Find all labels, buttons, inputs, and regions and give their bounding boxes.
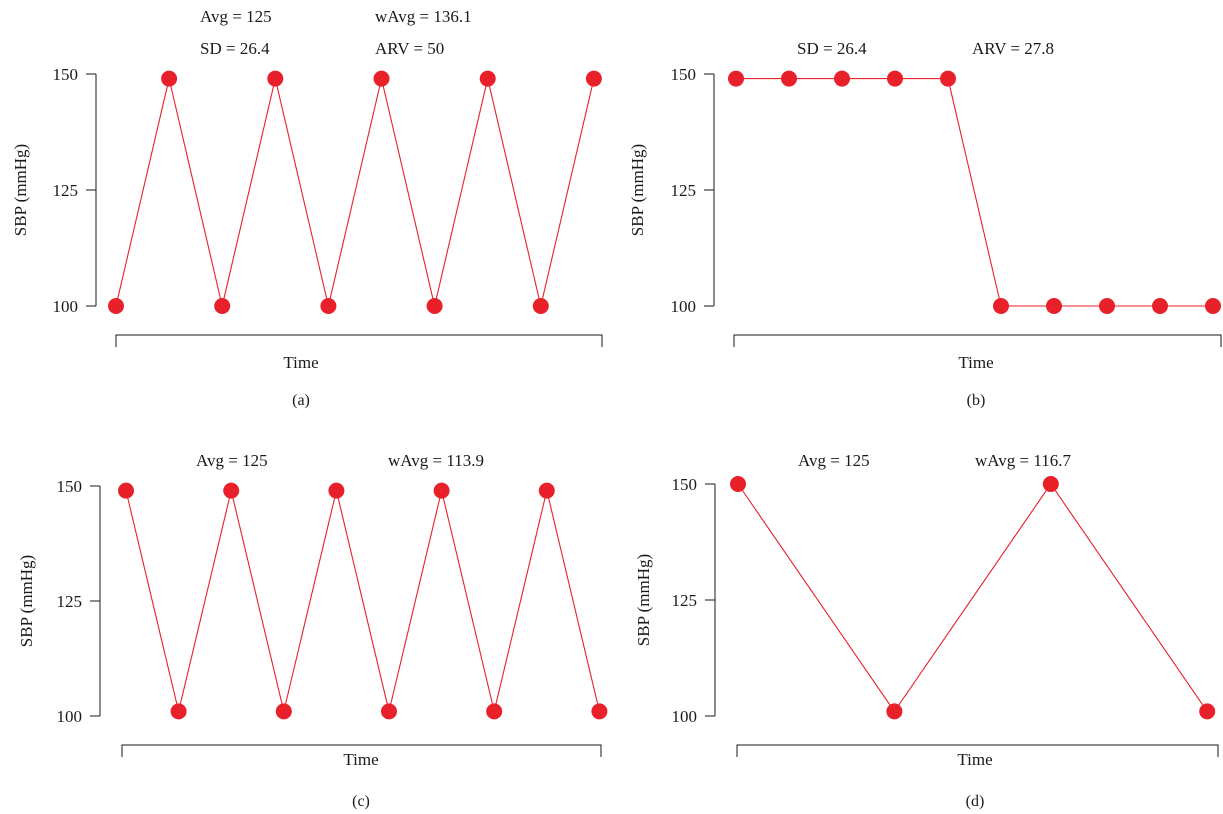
panel-d-y-tick-label: 125 — [672, 591, 698, 610]
panel-d-data-point — [1042, 476, 1059, 492]
panel-c-data-point — [538, 482, 555, 499]
panel-a-label: (a) — [292, 392, 310, 409]
panel-b-data-point — [1152, 298, 1168, 314]
panel-a-annotation: Avg = 125 — [200, 7, 272, 26]
panel-c-data-point — [223, 482, 240, 499]
panel-d-label: (d) — [966, 793, 985, 810]
panel-a-annotation: SD = 26.4 — [200, 39, 270, 58]
panel-a-data-point — [214, 298, 231, 314]
panel-c-y-tick-label: 150 — [57, 477, 83, 496]
panel-a-x-axis — [115, 334, 603, 347]
panel-b-data-point — [1099, 298, 1115, 314]
panel-a-data-point — [532, 298, 549, 314]
panel-b: 100 125 150 SBP (mmHg) Time SD = 26.4 ARV = 27… — [628, 39, 1222, 409]
panel-a-y-tick-label: 125 — [53, 181, 79, 200]
panel-a-data-point — [426, 298, 443, 314]
panel-c-label: (c) — [352, 793, 370, 810]
panel-c-data-point — [591, 703, 608, 720]
panel-a-data-point — [373, 70, 390, 87]
panel-d-x-axis — [736, 744, 1219, 757]
panel-b-data-point — [1205, 298, 1221, 314]
panel-d-data-point — [730, 476, 746, 492]
panel-b-series-line — [736, 78, 1213, 307]
panel-b-y-tick-label: 100 — [671, 297, 697, 316]
panel-c-data-point — [328, 482, 345, 499]
panel-d-x-label: Time — [957, 750, 992, 769]
panel-c-annotation: Avg = 125 — [196, 451, 268, 470]
panel-d-data-point — [1199, 703, 1216, 720]
panel-c-y-label: SBP (mmHg) — [17, 555, 36, 647]
panel-c-data-point — [118, 482, 134, 499]
panel-b-data-point — [1046, 298, 1062, 314]
panel-a-y-tick-label: 100 — [53, 297, 79, 316]
panel-d-y-tick-label: 150 — [672, 475, 698, 494]
panel-c-data-point — [433, 482, 450, 499]
panel-c-series-line — [125, 490, 600, 712]
panel-d-y-tick-label: 100 — [672, 707, 698, 726]
panel-a-series-line — [115, 78, 595, 307]
panel-b-data-point — [834, 70, 850, 87]
panel-b-data-point — [728, 70, 744, 87]
panel-b-data-point — [781, 70, 797, 87]
panel-c-data-point — [170, 703, 187, 720]
panel-a-data-point — [161, 70, 178, 87]
panel-d-series-line — [737, 483, 1208, 713]
panel-c-y-tick-label: 100 — [57, 707, 83, 726]
panel-c-data-point — [381, 703, 397, 720]
panel-d-y-label: SBP (mmHg) — [634, 554, 653, 646]
panel-a-annotation: wAvg = 136.1 — [375, 7, 472, 26]
panel-a: 100 125 150 SBP (mmHg) Time Avg = 125 SD = 26.… — [11, 7, 603, 409]
panel-a-data-point — [267, 70, 284, 87]
panel-a-y-tick-label: 150 — [53, 65, 79, 84]
panel-a-data-point — [585, 70, 602, 87]
panel-b-x-label: Time — [958, 353, 993, 372]
panel-c-x-axis — [121, 744, 602, 757]
panel-a-data-point — [320, 298, 337, 314]
panel-b-annotation: SD = 26.4 — [797, 39, 867, 58]
panel-c-annotation: wAvg = 113.9 — [388, 451, 484, 470]
panel-b-y-tick-label: 125 — [671, 181, 697, 200]
panel-a-annotation: ARV = 50 — [375, 39, 444, 58]
panel-a-data-point — [108, 298, 124, 314]
panel-a-y-label: SBP (mmHg) — [11, 144, 30, 236]
panel-c-data-point — [275, 703, 292, 720]
panel-b-label: (b) — [967, 392, 986, 409]
panel-b-data-point — [993, 298, 1009, 314]
panel-c-y-tick-label: 125 — [57, 592, 83, 611]
panel-b-annotation: ARV = 27.8 — [972, 39, 1054, 58]
panel-d-annotation: Avg = 125 — [798, 451, 870, 470]
panel-b-x-axis — [733, 334, 1222, 347]
panel-d-annotation: wAvg = 116.7 — [975, 451, 1071, 470]
panel-d-data-point — [886, 703, 903, 720]
panel-a-x-label: Time — [283, 353, 318, 372]
panel-c: 100 125 150 SBP (mmHg) Time Avg = 125 wAvg = 1… — [17, 451, 608, 810]
panel-a-data-point — [479, 70, 496, 87]
panel-c-data-point — [486, 703, 503, 720]
panel-b-y-label: SBP (mmHg) — [628, 144, 647, 236]
panel-b-data-point — [940, 70, 956, 87]
panel-c-x-label: Time — [343, 750, 378, 769]
panel-b-data-point — [887, 70, 903, 87]
panel-d: 100 125 150 SBP (mmHg) Time Avg = 125 wAvg = 1… — [634, 451, 1219, 810]
panel-b-y-tick-label: 150 — [671, 65, 697, 84]
